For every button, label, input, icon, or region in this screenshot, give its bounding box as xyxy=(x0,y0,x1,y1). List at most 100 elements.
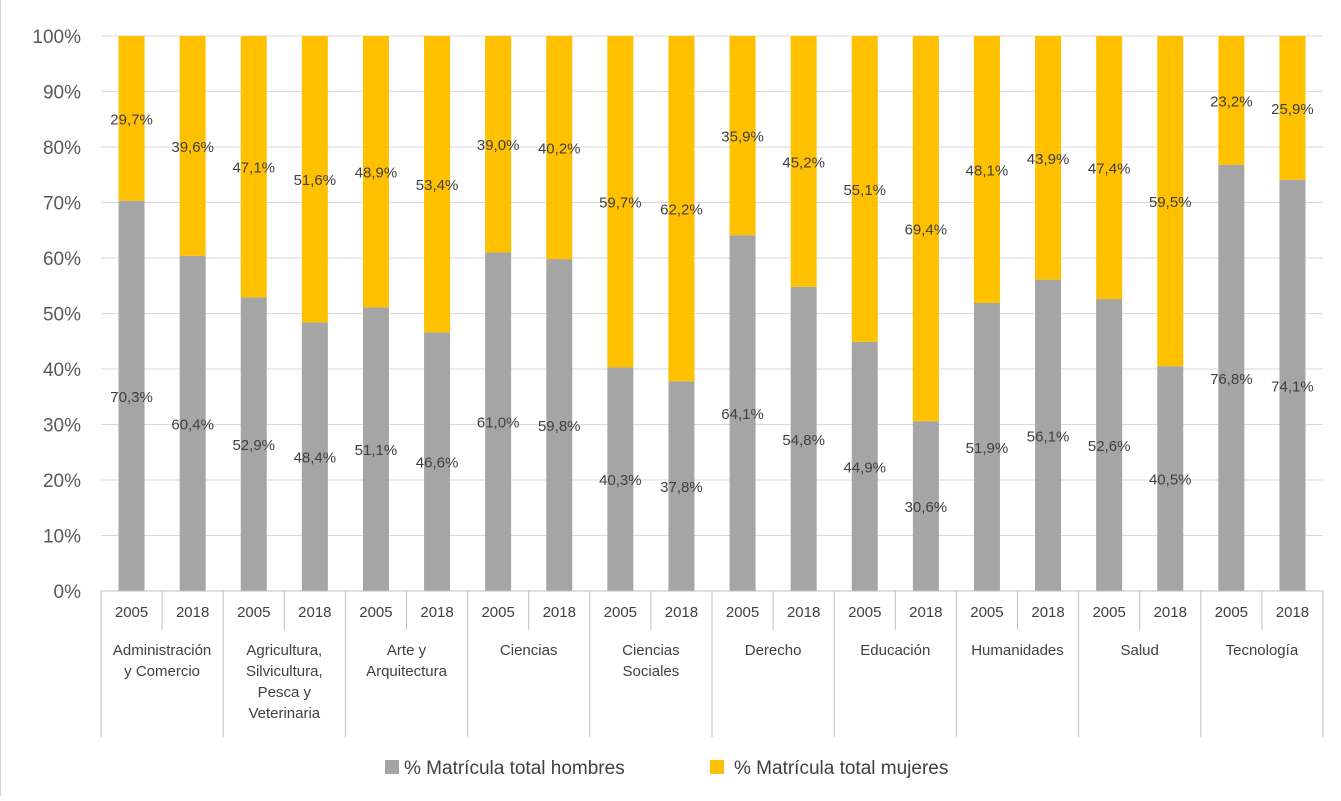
data-label-mujeres: 23,2% xyxy=(1210,93,1253,110)
data-label-mujeres: 48,9% xyxy=(355,165,398,182)
year-tick-label: 2005 xyxy=(848,604,881,621)
category-label: Administración xyxy=(113,642,211,659)
data-label-mujeres: 51,6% xyxy=(294,172,337,189)
data-label-hombres: 40,3% xyxy=(599,472,642,489)
bar-segment-hombres xyxy=(790,286,817,591)
y-tick-label: 60% xyxy=(43,249,81,270)
year-tick-label: 2005 xyxy=(481,604,514,621)
bar-segment-hombres xyxy=(118,200,145,591)
year-tick-label: 2005 xyxy=(359,604,392,621)
bar-segment-mujeres xyxy=(1035,36,1062,280)
data-label-mujeres: 25,9% xyxy=(1271,101,1314,118)
category-label: Arte y xyxy=(387,642,427,659)
y-tick-label: 0% xyxy=(54,582,82,603)
bar-segment-hombres xyxy=(1157,366,1184,591)
y-tick-label: 80% xyxy=(43,138,81,159)
category-label: Veterinaria xyxy=(248,705,320,722)
y-tick-label: 40% xyxy=(43,360,81,381)
data-label-mujeres: 29,7% xyxy=(110,111,153,128)
data-label-hombres: 64,1% xyxy=(721,406,764,423)
y-tick-label: 30% xyxy=(43,416,81,437)
category-label: Agricultura, xyxy=(246,642,322,659)
bar-segment-hombres xyxy=(1035,279,1062,591)
bar-segment-hombres xyxy=(485,252,512,591)
bars xyxy=(118,36,1306,591)
bar-segment-mujeres xyxy=(485,36,512,253)
legend-swatch xyxy=(385,760,399,774)
year-tick-label: 2018 xyxy=(665,604,698,621)
category-label: Salud xyxy=(1121,642,1159,659)
year-tick-label: 2018 xyxy=(1154,604,1187,621)
bar-segment-mujeres xyxy=(1096,36,1123,300)
y-tick-label: 100% xyxy=(32,27,81,48)
year-tick-label: 2005 xyxy=(970,604,1003,621)
category-label: Derecho xyxy=(745,642,802,659)
category-label: Sociales xyxy=(623,663,680,680)
category-label: y Comercio xyxy=(124,663,200,680)
bar-segment-hombres xyxy=(362,307,389,591)
data-label-hombres: 30,6% xyxy=(905,499,948,516)
data-label-mujeres: 40,2% xyxy=(538,141,581,158)
data-label-mujeres: 39,6% xyxy=(171,139,214,156)
category-label: Ciencias xyxy=(500,642,558,659)
year-tick-label: 2005 xyxy=(1215,604,1248,621)
year-tick-label: 2005 xyxy=(604,604,637,621)
bar-segment-hombres xyxy=(973,302,1000,591)
bar-segment-mujeres xyxy=(973,36,1000,303)
category-label: Ciencias xyxy=(622,642,680,659)
data-label-hombres: 61,0% xyxy=(477,415,520,432)
bar-segment-mujeres xyxy=(1218,36,1245,165)
bar-segment-hombres xyxy=(851,341,878,591)
data-label-hombres: 52,6% xyxy=(1088,438,1131,455)
data-label-mujeres: 62,2% xyxy=(660,202,703,219)
year-tick-label: 2005 xyxy=(1092,604,1125,621)
data-label-mujeres: 47,1% xyxy=(232,160,275,177)
data-label-hombres: 44,9% xyxy=(843,459,886,476)
data-label-hombres: 46,6% xyxy=(416,455,459,472)
bar-segment-mujeres xyxy=(729,36,756,236)
data-label-hombres: 56,1% xyxy=(1027,428,1070,445)
data-label-mujeres: 59,7% xyxy=(599,195,642,212)
data-label-mujeres: 47,4% xyxy=(1088,161,1131,178)
bar-segment-hombres xyxy=(546,259,573,591)
gridlines xyxy=(101,35,1323,592)
category-label: Pesca y xyxy=(258,684,312,701)
y-tick-label: 70% xyxy=(43,194,81,215)
bar-segment-mujeres xyxy=(668,36,695,382)
bar-segment-mujeres xyxy=(240,36,267,298)
data-label-mujeres: 45,2% xyxy=(782,154,825,171)
bar-segment-mujeres xyxy=(424,36,451,333)
bar-segment-hombres xyxy=(729,235,756,591)
y-tick-label: 90% xyxy=(43,83,81,104)
data-label-mujeres: 59,5% xyxy=(1149,194,1192,211)
data-label-hombres: 51,1% xyxy=(355,442,398,459)
year-tick-label: 2018 xyxy=(1031,604,1064,621)
data-label-hombres: 60,4% xyxy=(171,416,214,433)
bar-segment-mujeres xyxy=(118,36,145,201)
year-tick-label: 2005 xyxy=(726,604,759,621)
category-label: Educación xyxy=(860,642,930,659)
bar-segment-hombres xyxy=(607,367,634,591)
data-label-mujeres: 48,1% xyxy=(966,162,1009,179)
data-label-mujeres: 55,1% xyxy=(843,182,886,199)
year-tick-label: 2018 xyxy=(787,604,820,621)
legend: % Matrícula total hombres % Matrícula tot… xyxy=(385,758,948,779)
bar-segment-hombres xyxy=(424,332,451,591)
year-tick-label: 2005 xyxy=(115,604,148,621)
bar-segment-mujeres xyxy=(301,36,328,323)
data-label-hombres: 76,8% xyxy=(1210,371,1253,388)
bar-segment-hombres xyxy=(912,421,939,591)
data-label-hombres: 54,8% xyxy=(782,432,825,449)
y-tick-label: 20% xyxy=(43,471,81,492)
y-axis-ticks: 0% 10% 20% 30% 40% 50% 60% 70% 80% 90% 100% xyxy=(32,27,81,603)
year-tick-label: 2018 xyxy=(420,604,453,621)
bar-segment-mujeres xyxy=(851,36,878,342)
bar-segment-hombres xyxy=(179,255,206,591)
bar-segment-mujeres xyxy=(912,36,939,422)
data-label-hombres: 40,5% xyxy=(1149,472,1192,489)
x-axis: 2005 2018 Administración y Comercio 2005 2018… xyxy=(100,590,1324,737)
data-label-hombres: 51,9% xyxy=(966,440,1009,457)
bar-segment-mujeres xyxy=(179,36,206,256)
